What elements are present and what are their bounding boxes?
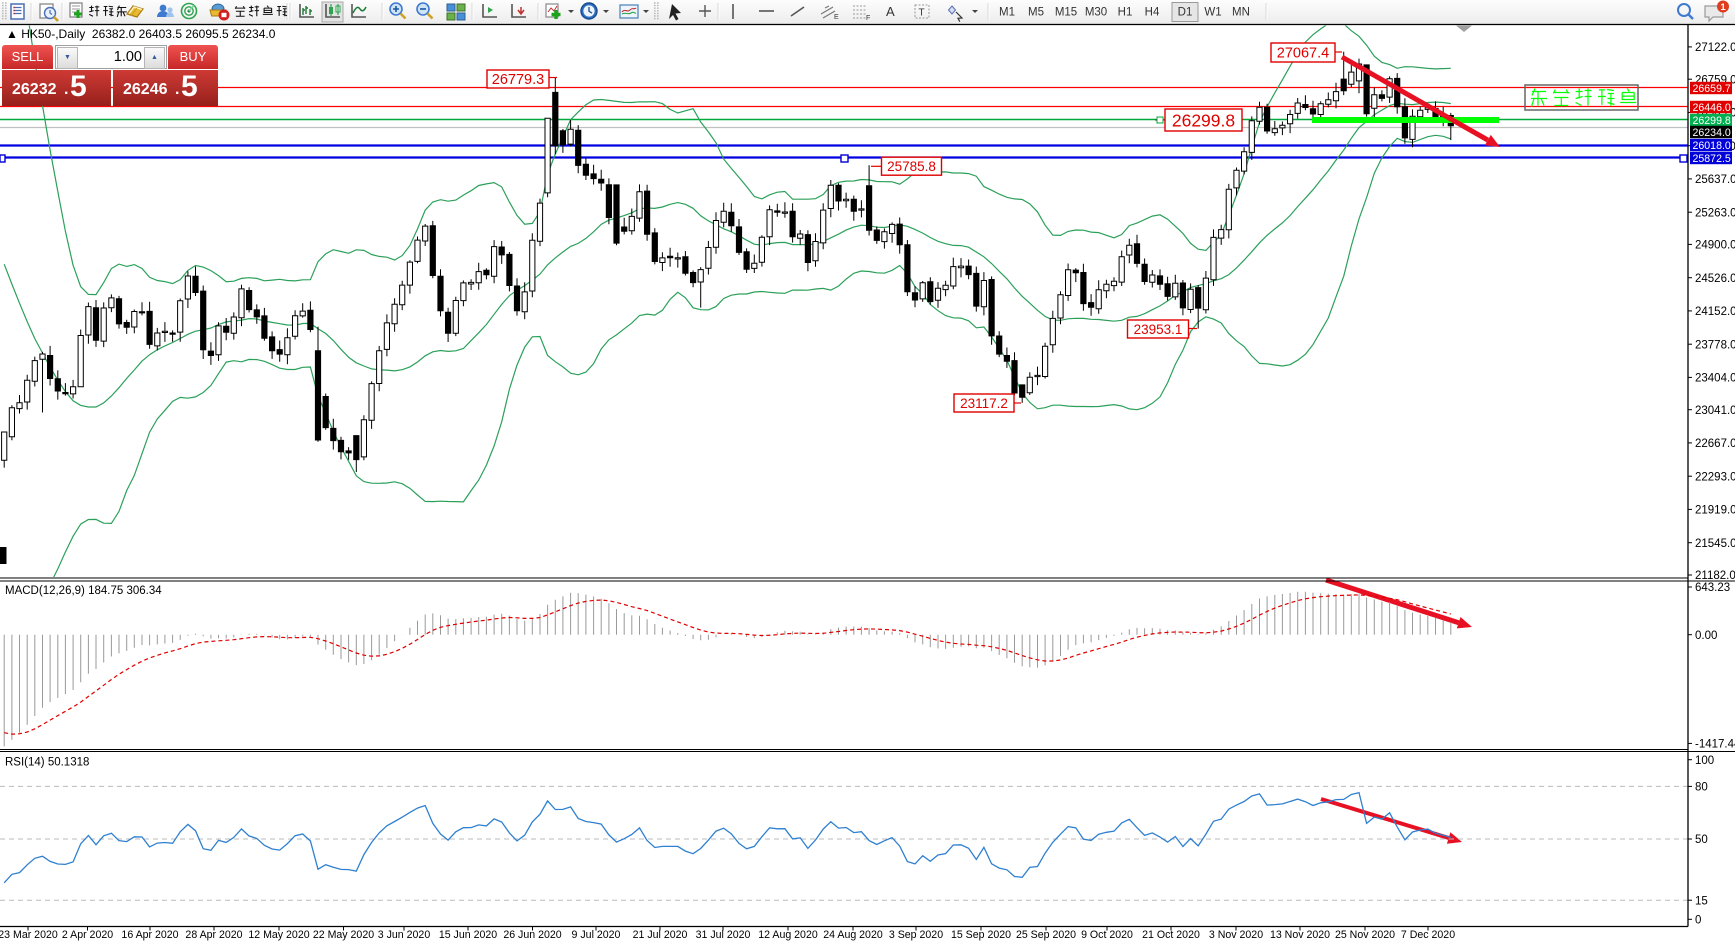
svg-text:15 Jun 2020: 15 Jun 2020 <box>439 929 497 941</box>
svg-text:3 Jun 2020: 3 Jun 2020 <box>378 929 431 941</box>
svg-text:26779.3: 26779.3 <box>492 72 544 88</box>
svg-text:27067.4: 27067.4 <box>1277 46 1329 62</box>
svg-text:9 Oct 2020: 9 Oct 2020 <box>1081 929 1133 941</box>
svg-text:21919.0: 21919.0 <box>1695 505 1735 517</box>
svg-text:3 Sep 2020: 3 Sep 2020 <box>889 929 943 941</box>
svg-text:23778.0: 23778.0 <box>1695 339 1735 351</box>
svg-text:24 Aug 2020: 24 Aug 2020 <box>823 929 883 941</box>
svg-text:M15: M15 <box>1055 7 1077 19</box>
svg-text:9 Jul 2020: 9 Jul 2020 <box>572 929 621 941</box>
svg-text:28 Apr 2020: 28 Apr 2020 <box>185 929 242 941</box>
svg-text:24526.0: 24526.0 <box>1695 273 1735 285</box>
svg-text:12 Aug 2020: 12 Aug 2020 <box>758 929 818 941</box>
svg-text:F: F <box>866 15 870 22</box>
svg-text:22293.0: 22293.0 <box>1695 471 1735 483</box>
svg-text:7 Dec 2020: 7 Dec 2020 <box>1401 929 1455 941</box>
svg-text:23 Mar 2020: 23 Mar 2020 <box>0 929 58 941</box>
svg-text:21545.0: 21545.0 <box>1695 538 1735 550</box>
svg-text:H1: H1 <box>1118 7 1133 19</box>
svg-text:M1: M1 <box>999 7 1015 19</box>
svg-text:T: T <box>919 8 925 19</box>
svg-text:100: 100 <box>1695 755 1714 767</box>
svg-text:H4: H4 <box>1145 7 1160 19</box>
svg-text:26234.0: 26234.0 <box>1693 127 1731 139</box>
svg-text:21 Oct 2020: 21 Oct 2020 <box>1142 929 1200 941</box>
svg-text:23404.0: 23404.0 <box>1695 373 1735 385</box>
svg-text:25637.0: 25637.0 <box>1695 174 1735 186</box>
svg-text:23953.1: 23953.1 <box>1134 322 1183 337</box>
svg-text:25 Sep 2020: 25 Sep 2020 <box>1016 929 1076 941</box>
svg-text:23117.2: 23117.2 <box>960 396 1008 411</box>
svg-text:A: A <box>886 4 895 19</box>
svg-text:3 Nov 2020: 3 Nov 2020 <box>1209 929 1263 941</box>
svg-text:26446.0: 26446.0 <box>1693 102 1731 114</box>
svg-text:0.00: 0.00 <box>1695 630 1717 642</box>
svg-text:26018.0: 26018.0 <box>1693 140 1731 152</box>
svg-text:13 Nov 2020: 13 Nov 2020 <box>1270 929 1330 941</box>
svg-text:31 Jul 2020: 31 Jul 2020 <box>696 929 751 941</box>
svg-text:16 Apr 2020: 16 Apr 2020 <box>121 929 178 941</box>
svg-text:25872.5: 25872.5 <box>1693 153 1731 165</box>
svg-text:24900.0: 24900.0 <box>1695 240 1735 252</box>
svg-text:24152.0: 24152.0 <box>1695 306 1735 318</box>
svg-text:0: 0 <box>1695 914 1701 926</box>
svg-text:26299.8: 26299.8 <box>1172 110 1235 130</box>
svg-text:M5: M5 <box>1028 7 1044 19</box>
svg-text:-1417.44: -1417.44 <box>1695 739 1735 751</box>
svg-text:25263.0: 25263.0 <box>1695 207 1735 219</box>
svg-text:E: E <box>834 14 839 21</box>
svg-text:80: 80 <box>1695 782 1708 794</box>
svg-text:22 May 2020: 22 May 2020 <box>313 929 374 941</box>
svg-text:12 May 2020: 12 May 2020 <box>248 929 309 941</box>
svg-text:26299.8: 26299.8 <box>1693 115 1731 127</box>
svg-text:21 Jul 2020: 21 Jul 2020 <box>633 929 688 941</box>
svg-text:D1: D1 <box>1178 7 1193 19</box>
svg-text:RSI(14) 50.1318: RSI(14) 50.1318 <box>5 757 89 769</box>
svg-text:15: 15 <box>1695 895 1708 907</box>
svg-text:W1: W1 <box>1204 7 1221 19</box>
svg-text:25 Nov 2020: 25 Nov 2020 <box>1335 929 1395 941</box>
svg-text:1: 1 <box>1720 2 1726 13</box>
svg-text:22667.0: 22667.0 <box>1695 438 1735 450</box>
svg-text:MN: MN <box>1232 7 1250 19</box>
svg-text:25785.8: 25785.8 <box>887 159 936 174</box>
svg-text:21182.0: 21182.0 <box>1695 570 1735 582</box>
svg-text:26 Jun 2020: 26 Jun 2020 <box>503 929 561 941</box>
svg-text:M30: M30 <box>1085 7 1107 19</box>
svg-text:23041.0: 23041.0 <box>1695 405 1735 417</box>
svg-text:26659.7: 26659.7 <box>1693 83 1731 95</box>
svg-text:MACD(12,26,9) 184.75 306.34: MACD(12,26,9) 184.75 306.34 <box>5 585 162 597</box>
svg-text:2 Apr 2020: 2 Apr 2020 <box>62 929 113 941</box>
svg-text:50: 50 <box>1695 834 1708 846</box>
svg-text:15 Sep 2020: 15 Sep 2020 <box>951 929 1011 941</box>
svg-text:643.23: 643.23 <box>1695 582 1730 594</box>
svg-text:27122.0: 27122.0 <box>1695 42 1735 54</box>
